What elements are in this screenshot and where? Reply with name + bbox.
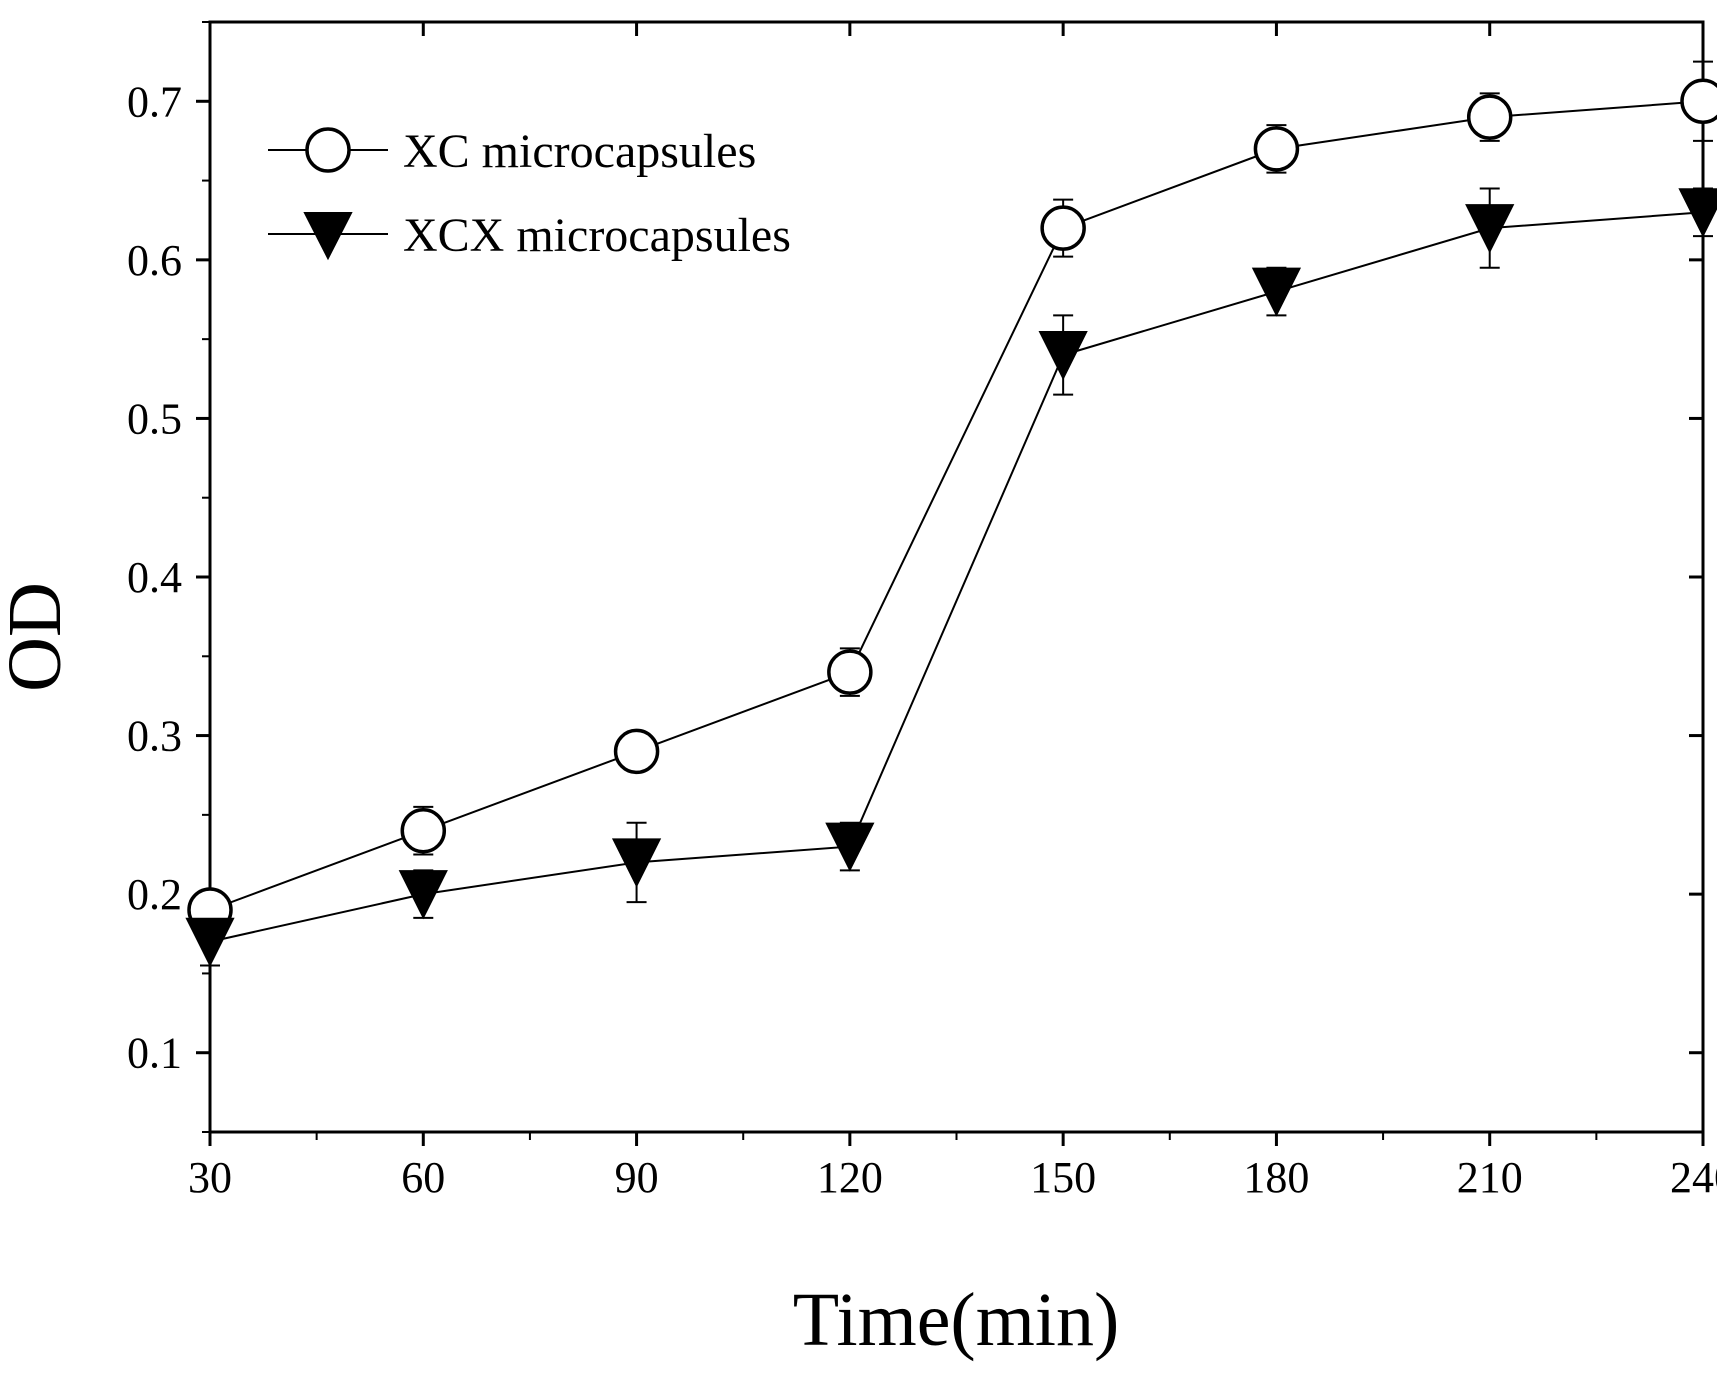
y-axis-title: OD bbox=[0, 582, 77, 692]
legend-label-xc: XC microcapsules bbox=[403, 125, 756, 178]
data-point-xc bbox=[1680, 78, 1717, 125]
data-point-xcx bbox=[1038, 331, 1088, 381]
x-tick-label: 120 bbox=[817, 1153, 883, 1202]
y-tick-label: 0.3 bbox=[127, 712, 182, 761]
data-point-xc bbox=[613, 728, 660, 775]
x-tick-labels: 30 60 90 120 150 180 210 240 bbox=[188, 1153, 1717, 1202]
data-point-xcx bbox=[398, 870, 448, 920]
data-point-xcx bbox=[1678, 188, 1717, 238]
data-point-xcx bbox=[611, 838, 662, 888]
data-point-xc bbox=[1466, 94, 1513, 140]
y-tick-labels: 0.1 0.2 0.3 0.4 0.5 0.6 0.7 bbox=[127, 77, 182, 1077]
y-tick-label: 0.2 bbox=[127, 870, 182, 919]
x-tick-label: 30 bbox=[188, 1153, 232, 1202]
data-point-xc bbox=[400, 807, 447, 854]
x-tick-label: 60 bbox=[401, 1153, 445, 1202]
data-point-xc bbox=[1040, 205, 1086, 251]
x-tick-label: 240 bbox=[1670, 1153, 1717, 1202]
legend: XC microcapsules XCX microcapsules bbox=[268, 125, 791, 262]
data-point-xcx bbox=[1465, 204, 1515, 254]
data-point-xcx bbox=[185, 917, 235, 967]
y-tick-label: 0.7 bbox=[127, 77, 182, 126]
plot-frame bbox=[208, 20, 1705, 1134]
y-tick-label: 0.5 bbox=[127, 394, 182, 443]
series-line-xc bbox=[209, 100, 1704, 911]
legend-marker-xcx bbox=[303, 212, 353, 261]
data-point-xcx bbox=[1251, 267, 1302, 317]
x-tick-label: 210 bbox=[1457, 1153, 1523, 1202]
data-point-xc bbox=[1253, 126, 1300, 172]
data-point-xc bbox=[827, 649, 873, 695]
axis-ticks bbox=[196, 21, 1705, 1146]
y-tick-label: 0.4 bbox=[127, 553, 182, 602]
series-layer bbox=[185, 60, 1717, 967]
x-tick-label: 180 bbox=[1243, 1153, 1309, 1202]
legend-label-xcx: XCX microcapsules bbox=[403, 209, 791, 262]
y-tick-label: 0.6 bbox=[127, 236, 182, 285]
y-tick-label: 0.1 bbox=[127, 1029, 182, 1078]
data-point-xcx bbox=[825, 822, 875, 872]
x-axis-title: Time(min) bbox=[793, 1278, 1120, 1362]
x-tick-label: 150 bbox=[1030, 1153, 1096, 1202]
series-line-xcx bbox=[209, 211, 1704, 943]
x-tick-label: 90 bbox=[615, 1153, 659, 1202]
legend-marker-xc bbox=[305, 127, 351, 173]
